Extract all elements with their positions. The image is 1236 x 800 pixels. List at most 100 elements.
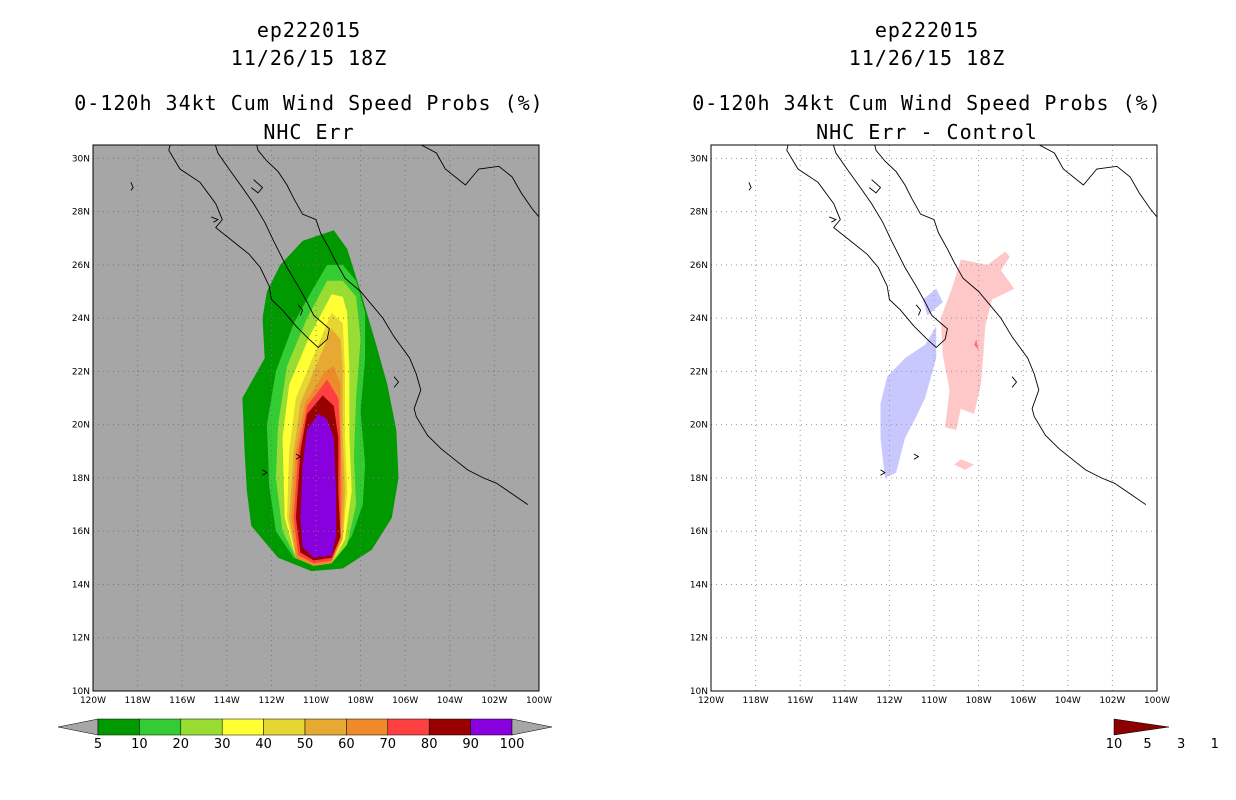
mainland-coastline (874, 145, 1147, 505)
left-map-chart: 120W 118W 116W 114W 112W 110W 108W 106W 104W 102W… (57, 144, 553, 752)
colorbar-label: 20 (173, 737, 190, 752)
island-outline (1011, 376, 1018, 388)
right-panel: ep222015 11/26/15 18Z 0-120h 34kt Cum Wi… (618, 0, 1236, 800)
island-outline (251, 179, 264, 194)
y-tick-label: 26N (690, 261, 708, 271)
datetime: 11/26/15 18Z (848, 46, 1006, 70)
colorbar-label: 5 (94, 737, 102, 752)
colorbar-cell (304, 718, 347, 736)
colorbar-label: 80 (421, 737, 438, 752)
colorbar-label: 30 (214, 737, 231, 752)
storm-id: ep222015 (256, 18, 362, 42)
x-tick-label: 114W (214, 696, 240, 706)
island-outline (297, 304, 304, 316)
x-tick-label: 106W (392, 696, 418, 706)
island-outline (130, 182, 134, 191)
colorbar-high-arrow (1113, 718, 1170, 736)
colorbar-cell (221, 718, 264, 736)
x-tick-label: 120W (80, 696, 106, 706)
colorbar-label: 70 (380, 737, 397, 752)
colorbar-cell (263, 718, 306, 736)
x-tick-label: 118W (743, 696, 769, 706)
island-outline (829, 216, 837, 223)
y-tick-label: 22N (690, 367, 708, 377)
x-tick-label: 102W (481, 696, 507, 706)
plot-area (93, 145, 539, 691)
x-tick-label: 100W (1144, 696, 1170, 706)
x-tick-label: 106W (1010, 696, 1036, 706)
island-outline (393, 376, 400, 388)
y-tick-label: 12N (72, 634, 90, 644)
colorbar-label: 60 (338, 737, 355, 752)
colorbar-cell (97, 718, 140, 736)
plot-frame (92, 144, 540, 692)
x-tick-label: 108W (966, 696, 992, 706)
baja-coastline (168, 145, 330, 349)
contour-1 (940, 251, 1015, 430)
plot-area (711, 145, 1157, 691)
y-tick-label: 18N (72, 474, 90, 484)
y-tick-label: 28N (690, 208, 708, 218)
right-map-chart: 120W 118W 116W 114W 112W 110W 108W 106W 104W 102W… (690, 144, 1219, 752)
contour--3 (922, 288, 943, 316)
y-tick-label: 28N (72, 208, 90, 218)
chart-title: 0-120h 34kt Cum Wind Speed Probs (%) (692, 91, 1162, 115)
colorbar-cell (180, 718, 223, 736)
colorbar-label: 100 (500, 737, 525, 752)
x-tick-label: 100W (526, 696, 552, 706)
y-tick-label: 24N (690, 314, 708, 324)
x-tick-label: 104W (437, 696, 463, 706)
datetime: 11/26/15 18Z (230, 46, 388, 70)
x-tick-label: 116W (787, 696, 813, 706)
island-outline (211, 216, 219, 223)
storm-id: ep222015 (874, 18, 980, 42)
colorbar-label: 10 (131, 737, 148, 752)
colorbar-cell (139, 718, 182, 736)
colorbar-cell (428, 718, 471, 736)
y-tick-label: 30N (72, 154, 90, 164)
colorbar-label: 90 (462, 737, 479, 752)
y-tick-label: 24N (72, 314, 90, 324)
island-outline (915, 304, 922, 316)
y-tick-label: 18N (690, 474, 708, 484)
x-tick-label: 112W (876, 696, 902, 706)
contour--3 (880, 326, 937, 478)
x-tick-label: 112W (258, 696, 284, 706)
colorbar-label: 1 (1211, 737, 1219, 752)
chart-title: 0-120h 34kt Cum Wind Speed Probs (%) (74, 91, 544, 115)
baja-coastline (786, 145, 948, 349)
island-outline (913, 453, 920, 460)
y-tick-label: 22N (72, 367, 90, 377)
mainland-coastline (256, 145, 529, 505)
y-tick-label: 16N (690, 527, 708, 537)
y-tick-label: 10N (72, 687, 90, 697)
colorbar-low-arrow (57, 718, 99, 736)
colorbar-cell (346, 718, 389, 736)
y-tick-label: 30N (690, 154, 708, 164)
island-outline (880, 469, 886, 476)
chart-subtitle: NHC Err (263, 120, 355, 144)
island-outline (869, 179, 882, 194)
colorbar-label: 5 (1143, 737, 1151, 752)
island-outline (748, 182, 752, 191)
contour-1 (954, 459, 975, 470)
colorbar-high-arrow (511, 718, 553, 736)
plot-frame (710, 144, 1158, 692)
colorbar-label: 40 (255, 737, 272, 752)
x-tick-label: 102W (1099, 696, 1125, 706)
x-tick-label: 110W (921, 696, 947, 706)
y-tick-label: 10N (690, 687, 708, 697)
colorbar-cell (470, 718, 513, 736)
colorbar-cell (387, 718, 430, 736)
colorbar-label: 3 (1177, 737, 1185, 752)
left-panel: ep222015 11/26/15 18Z 0-120h 34kt Cum Wi… (57, 18, 553, 752)
northern-coastline (420, 145, 539, 218)
x-tick-label: 114W (832, 696, 858, 706)
x-tick-label: 104W (1055, 696, 1081, 706)
x-tick-label: 116W (169, 696, 195, 706)
y-tick-label: 26N (72, 261, 90, 271)
y-tick-label: 14N (690, 580, 708, 590)
x-tick-label: 110W (303, 696, 329, 706)
chart-subtitle: NHC Err - Control (816, 120, 1038, 144)
contour-90 (300, 414, 337, 558)
